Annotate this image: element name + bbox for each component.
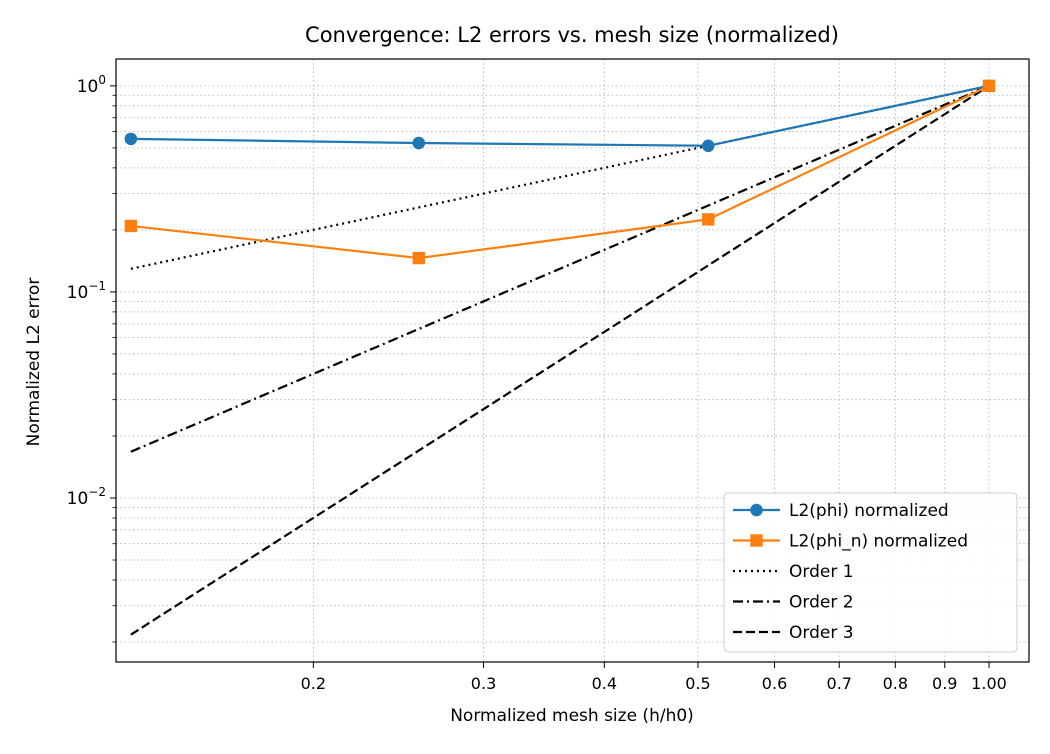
- series-0-point: [412, 136, 426, 150]
- x-tick-label: 0.6: [762, 674, 787, 693]
- series-0-point: [124, 132, 138, 146]
- legend-label: Order 2: [789, 593, 854, 613]
- series-layer: [124, 79, 996, 636]
- y-axis-label: Normalized L2 error: [24, 278, 44, 447]
- series-1-point: [412, 251, 425, 265]
- series-1-line: [130, 84, 990, 260]
- x-tick-label: 0.4: [592, 674, 617, 693]
- legend: L2(phi) normalized L2(phi_n) normalized Or…: [723, 492, 1018, 653]
- plot-frame: [115, 58, 1030, 663]
- grid-layer: [116, 59, 1029, 662]
- x-tick-label: 0.3: [471, 674, 496, 693]
- chart-title: Convergence: L2 errors vs. mesh size (no…: [305, 23, 839, 47]
- x-tick-label: 0.8: [883, 674, 908, 693]
- y-tick-label: 10−2: [67, 485, 106, 509]
- x-tick-label: 1.00: [971, 674, 1007, 693]
- x-tick-label: 0.5: [685, 674, 710, 693]
- legend-label: L2(phi) normalized: [789, 501, 949, 521]
- x-tick-label: 0.9: [932, 674, 957, 693]
- series-1-point: [982, 79, 996, 93]
- x-axis-label: Normalized mesh size (h/h0): [450, 706, 694, 726]
- ticks-layer: 0.2 0.3 0.4 0.5 0.6 0.7 0.8 0.9 1.00 10−2 10−1 100: [67, 73, 1007, 693]
- legend-box: [723, 492, 1018, 653]
- series-1-point: [124, 219, 138, 233]
- x-tick-label: 0.7: [827, 674, 852, 693]
- series-0-point: [701, 139, 715, 153]
- series-1-point: [702, 213, 715, 226]
- x-tick-label: 0.2: [301, 674, 326, 693]
- legend-swatch-marker: [750, 534, 763, 547]
- series-3-line: [130, 84, 990, 453]
- y-tick-label: 100: [77, 73, 106, 97]
- legend-swatch-marker: [750, 503, 763, 517]
- legend-label: Order 1: [789, 562, 854, 582]
- legend-label: Order 3: [789, 623, 854, 643]
- series-4-line: [130, 84, 990, 636]
- legend-label: L2(phi_n) normalized: [789, 532, 968, 552]
- series-0-line: [130, 84, 990, 147]
- y-tick-label: 10−1: [67, 279, 106, 303]
